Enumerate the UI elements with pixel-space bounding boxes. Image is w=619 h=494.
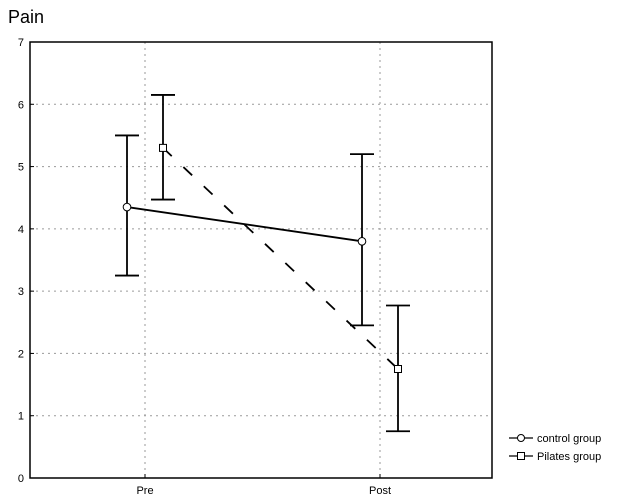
point-marker-square	[159, 143, 167, 152]
x-tick-label: Pre	[136, 485, 153, 494]
point-marker-square	[394, 365, 402, 373]
y-tick-label: 0	[18, 473, 24, 485]
plot-frame	[29, 41, 493, 479]
legend-label-control: control group	[537, 433, 601, 445]
legend-label-pilates: Pilates group	[537, 451, 601, 463]
grid	[30, 42, 492, 478]
y-tick-label: 6	[18, 99, 24, 111]
point-marker-circle	[122, 202, 132, 212]
y-tick-label: 2	[18, 348, 24, 360]
series	[115, 94, 410, 433]
legend-marker-pilates	[517, 452, 525, 460]
y-tick-label: 1	[18, 411, 24, 423]
legend-item-control: control group	[509, 433, 601, 445]
legend: control group Pilates group	[509, 433, 601, 463]
y-tick-label: 5	[18, 162, 24, 174]
y-tick-label: 3	[18, 286, 24, 298]
x-tick-label: Post	[369, 485, 391, 494]
point-marker-circle	[357, 237, 367, 246]
y-tick-label: 4	[18, 224, 24, 236]
legend-marker-control	[517, 434, 525, 442]
series-line	[126, 206, 363, 243]
y-tick-label: 7	[18, 37, 24, 49]
axes: 0 1 2 3 4 5 6 7 Pre Post	[18, 37, 391, 494]
legend-item-pilates: Pilates group	[509, 451, 601, 463]
chart-title: Pain	[8, 7, 44, 27]
